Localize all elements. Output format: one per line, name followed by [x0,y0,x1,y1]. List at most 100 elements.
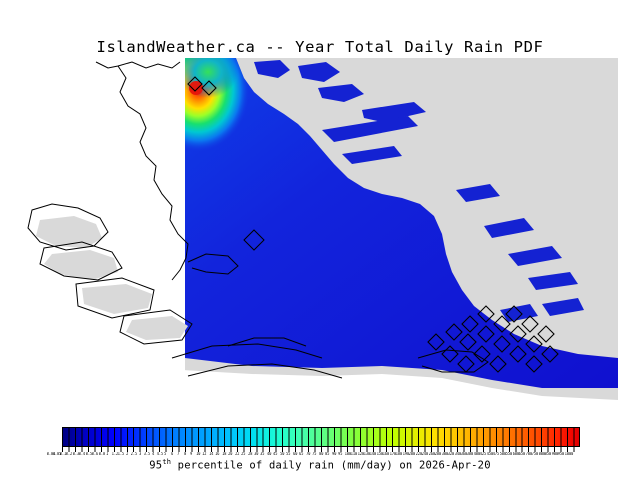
colorbar-tick-labels: 0.010.050.10.20.30.40.50.60.81 1.21.52 2.5… [46,452,596,461]
station-marker[interactable] [201,80,217,96]
colorbar-tick-label: 95 [338,452,343,457]
coastline-group [27,61,489,379]
colorbar-tick-label: 50 [279,452,285,457]
land-sw-island-4 [126,316,188,340]
colorbar-tick-label: 2.5 [130,452,138,457]
inlet-3 [318,84,364,102]
colorbar-tick-label: 320 [447,452,455,457]
colorbar-tick-label: 16 [215,452,220,457]
land-sw-island-2 [44,250,118,280]
station-marker-group[interactable] [187,76,559,373]
colorbar-tick-label: 4 [151,452,154,457]
station-marker[interactable] [509,345,527,363]
colorbar-tick-label: 0.8 [98,452,105,457]
colorbar-tick-label: 4.5 [156,452,164,457]
station-marker[interactable] [537,325,555,343]
station-marker[interactable] [509,325,527,343]
station-marker[interactable] [493,315,511,333]
colorbar-tick-label: 110 [350,452,358,457]
colorbar-tick-label: 20 [228,452,233,457]
station-marker[interactable] [525,335,543,353]
colorbar-tick-label: 55 [286,452,291,457]
colorbar-tick-label: 380 [467,452,474,457]
colorbar-tick-label: 130 [363,452,371,457]
caption-prefix: 95 [149,459,163,472]
colorbar-tick-label: 0.4 [79,452,86,457]
inlet-4 [362,102,426,122]
station-marker[interactable] [187,76,203,92]
station-marker[interactable] [541,345,559,363]
coastline-sw-4 [119,309,193,345]
colorbar-tick-label: 450 [486,452,494,457]
colorbar-tick-label: 240 [421,452,429,457]
coastline-sw-1 [27,203,109,251]
station-marker[interactable] [525,355,543,373]
colorbar-tick-label: 12 [202,452,207,457]
colorbar-tick-label: 750 [531,452,539,457]
colorbar-tick-label: 220 [415,452,422,457]
colorbar-tick-label: 700 [525,452,532,457]
station-marker[interactable] [477,325,495,343]
coastline-arc-4 [227,337,307,347]
colorbar-tick-label: 120 [357,452,364,457]
coastline-diamond-marker [243,229,265,251]
colorbar-tick-label: 900 [551,452,558,457]
colorbar-tick-label: 0.05 [53,452,62,457]
colorbar-tick-label: 600 [512,452,519,457]
colorbar-tick-label: 950 [557,452,565,457]
inlet-8 [528,272,578,290]
station-marker[interactable] [493,335,511,353]
colorbar-tick-label: 170 [389,452,397,457]
station-marker[interactable] [441,345,459,363]
station-marker[interactable] [473,345,491,363]
colorbar-tick-label: 0.5 [85,452,93,457]
colorbar-caption: 95th percentile of daily rain (mm/day) o… [0,458,640,472]
colorbar-tick-label: 35 [260,452,265,457]
station-marker[interactable] [445,323,463,341]
colorbar-tick-label: 9 [190,452,193,457]
station-marker[interactable] [477,305,495,323]
colorbar-tick-label: 1000 [564,452,573,457]
coastline-west-1 [117,65,189,281]
colorbar-tick-label: 100 [344,452,351,457]
page-title: IslandWeather.ca -- Year Total Daily Rai… [96,38,544,56]
colorbar-tick-label: 2 [125,452,128,457]
station-marker[interactable] [459,333,477,351]
inlet-group [254,60,584,322]
inlet-7 [508,246,562,266]
colorbar-tick-label: 1 [106,452,109,457]
colorbar-tick-label: 340 [454,452,461,457]
colorbar-tick-label: 500 [499,452,507,457]
colorbar-tick-label: 40 [267,452,272,457]
station-marker[interactable] [489,355,507,373]
station-marker[interactable] [505,305,523,323]
colorbar-tick-label: 0.3 [72,452,80,457]
colorbar[interactable]: 0.010.050.10.20.30.40.50.60.81 1.21.52 2.5… [47,427,580,457]
map-panel[interactable] [22,58,618,413]
colorbar-tick-label: 85 [325,452,330,457]
inlet-1 [254,60,290,78]
colorbar-tick-label: 140 [370,452,377,457]
inlet-9 [542,298,584,316]
station-marker[interactable] [521,315,539,333]
colorbar-tick-label: 0.1 [59,452,67,457]
station-marker[interactable] [457,355,475,373]
station-marker[interactable] [461,315,479,333]
caption-superscript: th [162,458,172,466]
colorbar-tick-label: 65 [299,452,304,457]
inlet-6 [484,218,534,238]
inlet-long-2 [342,146,402,164]
colorbar-tick-label: 650 [518,452,526,457]
colorbar-tick-label: 200 [408,452,416,457]
station-marker[interactable] [427,333,445,351]
colorbar-tick-label: 30 [254,452,259,457]
colorbar-tick-label: 10 [195,452,201,457]
colorbar-tick-label: 25 [241,452,246,457]
colorbar-tick-label: 0.01 [46,452,56,457]
colorbar-tick-label: 90 [331,452,337,457]
coastline-arc-1 [187,253,239,275]
colorbar-tick-label: 22 [234,452,239,457]
colorbar-tick-label: 70 [305,452,311,457]
colorbar-tick-label: 260 [428,452,435,457]
colorbar-tick-label: 8 [183,452,187,457]
